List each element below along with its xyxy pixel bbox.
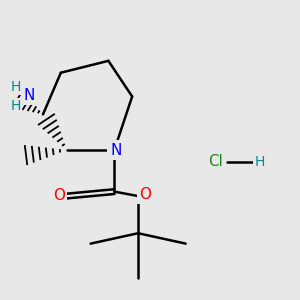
Text: O: O	[140, 187, 152, 202]
Text: O: O	[53, 188, 65, 203]
Text: Cl: Cl	[208, 154, 223, 169]
Text: H: H	[11, 99, 21, 113]
Text: N: N	[110, 142, 122, 158]
Text: H: H	[255, 155, 265, 169]
Text: N: N	[24, 88, 35, 103]
Text: H: H	[11, 80, 21, 94]
